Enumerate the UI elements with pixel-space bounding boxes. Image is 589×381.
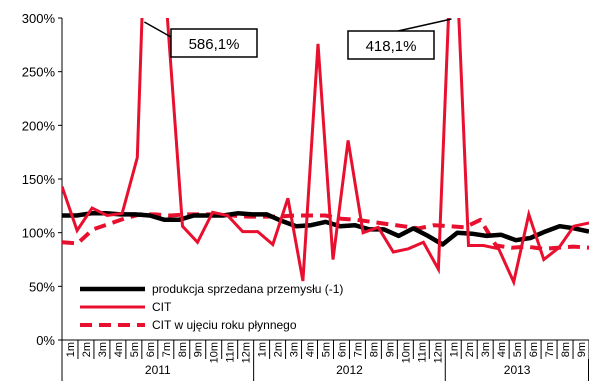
y-tick-label: 300% — [22, 11, 56, 26]
year-label: 2013 — [504, 363, 531, 377]
x-tick-label: 12m — [432, 342, 444, 363]
x-tick-label: 8m — [560, 342, 572, 357]
y-tick-label: 150% — [22, 172, 56, 187]
x-tick-label: 11m — [416, 342, 428, 363]
x-tick-label: 12m — [241, 342, 253, 363]
annotation-leader — [143, 21, 172, 38]
x-tick-label: 7m — [544, 342, 556, 357]
x-tick-label: 8m — [368, 342, 380, 357]
y-tick-label: 100% — [22, 226, 56, 241]
x-tick-label: 4m — [305, 342, 317, 357]
year-label: 2012 — [336, 363, 363, 377]
x-tick-label: 1m — [448, 342, 460, 357]
annotation-leader — [397, 18, 452, 32]
x-tick-label: 9m — [576, 342, 588, 357]
x-tick-label: 3m — [480, 342, 492, 357]
annotation-box — [347, 30, 435, 60]
x-tick-label: 10m — [209, 342, 221, 363]
x-tick-label: 9m — [193, 342, 205, 357]
x-axis: 1m 2m 3m 4m 5m 6m 7m 8m 9m 10m 11m 12m 1m 2m 3m 4m 5m 6m 7… — [61, 339, 589, 381]
x-tick-label: 7m — [161, 342, 173, 357]
annotation-label: 586,1% — [189, 36, 240, 53]
x-tick-label: 11m — [225, 342, 237, 363]
x-tick-label: 10m — [400, 342, 412, 363]
x-tick-label: 6m — [336, 342, 348, 357]
x-tick-label: 9m — [384, 342, 396, 357]
x-tick-label: 6m — [145, 342, 157, 357]
annotation-label: 418,1% — [366, 38, 417, 55]
series-line-1 — [62, 18, 589, 287]
x-tick-label: 8m — [177, 342, 189, 357]
x-tick-label: 1m — [65, 342, 77, 357]
x-tick-label: 4m — [496, 342, 508, 357]
annotations: 586,1% 418,1% — [143, 18, 452, 60]
x-tick-label: 2m — [273, 342, 285, 357]
series-line-2 — [62, 212, 589, 251]
legend: produkcja sprzedana przemysłu (-1) CIT CIT… — [80, 282, 343, 332]
y-tick-label: 0% — [36, 333, 55, 348]
x-tick-label: 6m — [528, 342, 540, 357]
year-label: 2011 — [145, 363, 171, 377]
x-tick-label: 2m — [464, 342, 476, 357]
x-tick-label: 1m — [257, 342, 269, 357]
x-tick-label: 3m — [97, 342, 109, 357]
y-tick-label: 50% — [29, 279, 55, 294]
x-tick-label: 5m — [129, 342, 141, 357]
annotation-box — [170, 28, 258, 58]
x-tick-label: 7m — [352, 342, 364, 357]
x-tick-label: 5m — [512, 342, 524, 357]
legend-label: CIT w ujęciu roku płynnego — [152, 318, 297, 332]
x-tick-label: 5m — [321, 342, 333, 357]
legend-label: CIT — [152, 300, 172, 314]
y-tick-label: 200% — [22, 118, 56, 133]
plot-area — [62, 18, 589, 287]
x-tick-label: 3m — [289, 342, 301, 357]
legend-label: produkcja sprzedana przemysłu (-1) — [152, 282, 343, 296]
x-tick-label: 4m — [113, 342, 125, 357]
y-axis: 0% 50% 100% 150% 200% 250% 300% — [22, 11, 63, 348]
y-tick-label: 250% — [22, 65, 56, 80]
x-tick-label: 2m — [81, 342, 93, 357]
series-line-0 — [62, 211, 589, 247]
